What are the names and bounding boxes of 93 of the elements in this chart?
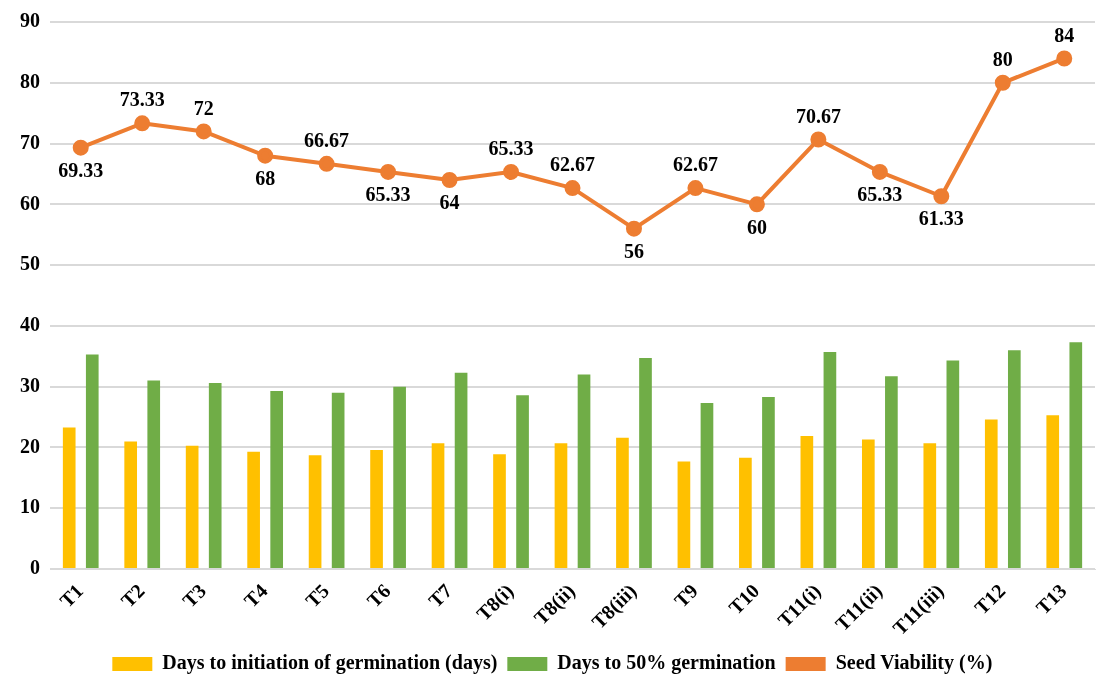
x-tick-label: T4 <box>239 579 272 612</box>
data-label: 69.33 <box>58 158 104 181</box>
point <box>871 163 888 180</box>
bar <box>762 397 775 569</box>
bar <box>639 358 652 569</box>
bar <box>1007 350 1021 569</box>
data-label: 68 <box>255 166 276 189</box>
x-tick-label: T5 <box>301 579 334 612</box>
data-label: 70.67 <box>795 104 841 127</box>
y-tick-label: 20 <box>20 434 40 457</box>
y-tick-label: 0 <box>30 556 40 579</box>
legend-label: Days to initiation of germination (days) <box>162 651 498 675</box>
y-tick-label: 60 <box>20 191 40 214</box>
bar <box>516 395 529 569</box>
point <box>441 172 458 189</box>
data-label: 60 <box>746 215 767 238</box>
bar <box>270 390 284 569</box>
point <box>257 147 274 164</box>
legend-label: Days to 50% germination <box>557 651 776 675</box>
bar <box>393 386 406 569</box>
x-tick-label: T7 <box>423 579 457 612</box>
bar <box>577 374 591 569</box>
bar <box>85 354 99 569</box>
bar <box>1069 342 1083 569</box>
x-tick-label: T9 <box>669 579 702 612</box>
data-label: 66.67 <box>304 128 350 151</box>
point <box>72 139 89 156</box>
bar <box>431 443 445 569</box>
bar <box>984 419 998 569</box>
point <box>195 123 212 140</box>
data-label: 56 <box>623 239 644 262</box>
bar <box>454 372 468 569</box>
y-tick-label: 80 <box>20 69 40 92</box>
bar <box>700 403 714 569</box>
data-label: 65.33 <box>365 183 411 206</box>
y-tick-label: 10 <box>20 495 40 518</box>
point <box>687 180 704 197</box>
x-tick-label: T3 <box>178 579 211 612</box>
point <box>503 163 520 180</box>
point <box>625 220 642 237</box>
x-tick-label: T13 <box>1031 579 1071 619</box>
data-label: 65.33 <box>857 183 903 206</box>
bar <box>331 392 345 569</box>
point <box>748 196 765 213</box>
bar <box>823 352 837 569</box>
legend-label: Seed Viability (%) <box>835 651 993 675</box>
data-label: 62.67 <box>550 153 595 176</box>
bar <box>885 376 898 569</box>
x-tick-label: T2 <box>116 579 149 612</box>
x-tick-label: T10 <box>724 579 764 619</box>
bar <box>554 443 568 569</box>
point <box>933 188 950 205</box>
x-tick-label: T8(i) <box>472 579 519 626</box>
x-tick-label: T6 <box>362 579 395 612</box>
point <box>810 131 827 148</box>
data-label: 80 <box>992 47 1013 70</box>
bar <box>677 461 691 569</box>
y-tick-label: 90 <box>20 9 40 32</box>
y-tick-label: 40 <box>20 313 40 336</box>
bar <box>800 435 814 569</box>
bar <box>739 457 752 569</box>
y-tick-label: 50 <box>20 252 40 275</box>
bar <box>185 445 199 569</box>
data-label: 65.33 <box>488 137 534 160</box>
bar <box>370 449 383 569</box>
point <box>134 115 151 132</box>
bar <box>208 383 222 569</box>
data-label: 62.67 <box>672 153 718 176</box>
point <box>994 74 1011 91</box>
bar <box>493 454 506 569</box>
x-tick-label: T1 <box>55 579 88 612</box>
point <box>380 163 397 180</box>
bar <box>247 451 260 569</box>
point <box>564 180 581 197</box>
data-label: 72 <box>193 96 214 119</box>
bar <box>147 380 161 569</box>
bar <box>861 439 875 569</box>
bar <box>616 437 629 569</box>
y-tick-label: 30 <box>20 373 40 396</box>
x-tick-label: T12 <box>970 579 1010 619</box>
bar <box>1046 415 1060 569</box>
bar <box>946 360 960 569</box>
point <box>1056 50 1073 67</box>
data-label: 73.33 <box>119 88 165 111</box>
bar <box>124 441 138 569</box>
data-label: 61.33 <box>918 207 964 230</box>
point <box>318 155 335 172</box>
bar <box>62 427 76 569</box>
y-tick-label: 70 <box>20 130 40 153</box>
bar <box>308 455 322 569</box>
bar <box>923 443 937 569</box>
data-label: 84 <box>1054 23 1075 46</box>
data-label: 64 <box>439 191 460 214</box>
